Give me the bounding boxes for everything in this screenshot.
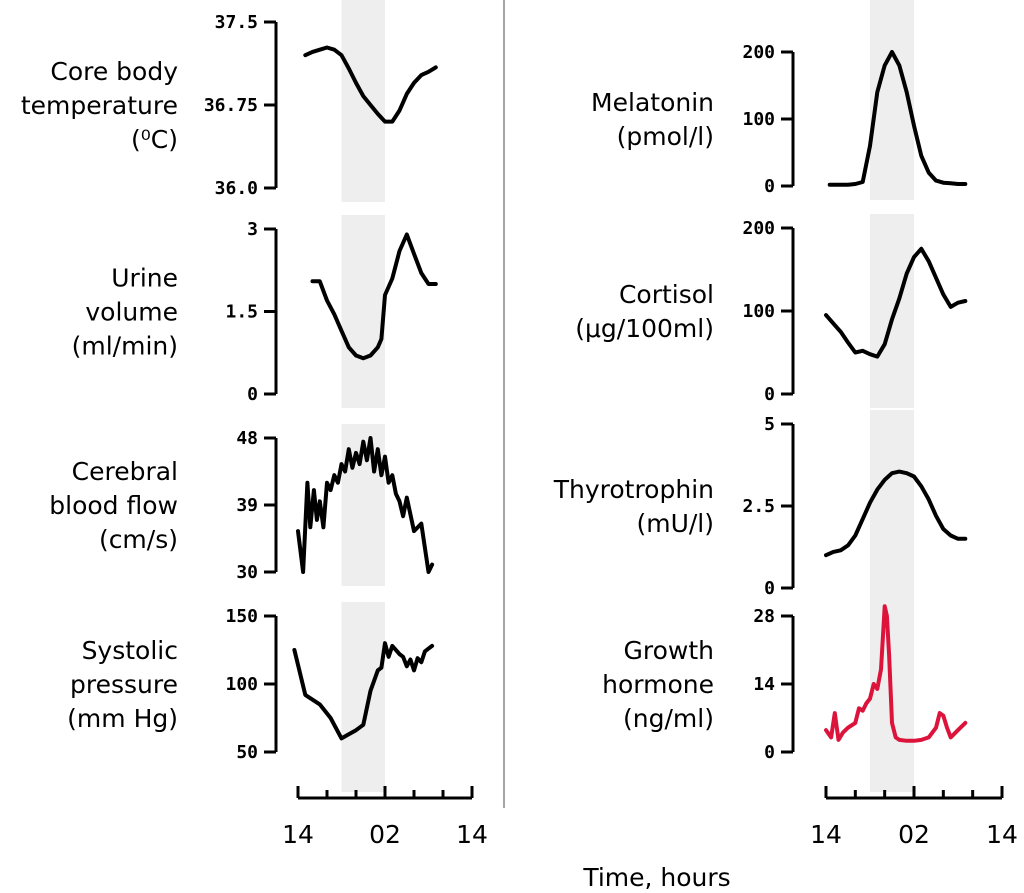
- x-tick-label: 14: [282, 820, 314, 849]
- y-tick-label: 100: [225, 674, 258, 695]
- panel-label-line: Core body: [50, 57, 178, 86]
- y-tick-label: 2.5: [742, 496, 775, 517]
- series-line: [824, 246, 968, 359]
- y-tick-label: 37.5: [215, 12, 258, 33]
- panel-label-line: Cerebral: [72, 457, 178, 486]
- x-tick-label: 14: [810, 820, 842, 849]
- panel-left-1: 3 1.5 0 Urine volume (ml/min): [72, 215, 438, 408]
- series-line: [292, 641, 435, 741]
- x-tick-label: 02: [898, 820, 930, 849]
- panel-label-line: Systolic: [82, 636, 178, 665]
- series-line: [296, 436, 435, 574]
- y-tick-label: 50: [236, 742, 258, 763]
- y-tick-label: 200: [742, 42, 775, 63]
- panel-label-line: Growth: [624, 636, 715, 665]
- panel-left-3: 150 100 50 Systolic pressure (mm Hg): [67, 602, 435, 792]
- y-tick-label: 36.0: [215, 178, 258, 199]
- night-shading: [341, 0, 385, 202]
- y-tick-label: 100: [742, 301, 775, 322]
- night-shading: [341, 215, 385, 408]
- y-tick-label: 30: [236, 562, 258, 583]
- panel-label-line: blood flow: [49, 491, 178, 520]
- panel-right-3: 28 14 0 Growth hormone (ng/ml): [602, 602, 968, 792]
- panel-label-line: Cortisol: [619, 280, 714, 309]
- y-tick-label: 100: [742, 109, 775, 130]
- x-tick-label: 14: [986, 820, 1018, 849]
- panel-label-line: Urine: [111, 264, 178, 293]
- time-axis-left: 14 02 14: [282, 786, 488, 849]
- y-tick-label: 28: [753, 606, 775, 627]
- x-axis-label: Time, hours: [582, 863, 730, 892]
- panel-label-line: Thyrotrophin: [553, 475, 714, 504]
- y-tick-label: 39: [236, 495, 258, 516]
- y-tick-label: 150: [225, 606, 258, 627]
- night-shading: [870, 410, 914, 602]
- series-line: [827, 50, 968, 187]
- panel-label-line: volume: [85, 298, 178, 327]
- series-line: [303, 45, 438, 124]
- panel-label-line: (mm Hg): [67, 704, 178, 733]
- series-line: [310, 232, 438, 361]
- panel-label-line: (ng/ml): [623, 704, 714, 733]
- y-tick-label: 48: [236, 428, 258, 449]
- night-shading: [870, 214, 914, 408]
- y-tick-label: 14: [753, 674, 775, 695]
- panel-label-line: (cm/s): [99, 525, 178, 554]
- panel-label-line: (mU/l): [636, 509, 714, 538]
- time-axis-right: 14 02 14: [810, 786, 1018, 849]
- panel-left-0: 37.5 36.75 36.0 Core body temperature (⁰C): [21, 0, 438, 202]
- y-tick-label: 1.5: [225, 302, 258, 323]
- panel-label-line: (μg/100ml): [575, 314, 714, 343]
- panel-label-line: (ml/min): [72, 332, 178, 361]
- y-tick-label: 36.75: [204, 95, 258, 116]
- panel-label-line: (⁰C): [131, 125, 178, 154]
- y-tick-label: 0: [764, 384, 775, 405]
- panel-right-0: 200 100 0 Melatonin (pmol/l): [591, 0, 968, 200]
- panel-label-line: hormone: [602, 670, 714, 699]
- y-tick-label: 0: [764, 578, 775, 599]
- night-shading: [341, 602, 385, 792]
- panel-label-line: Melatonin: [591, 88, 714, 117]
- y-tick-label: 0: [247, 384, 258, 405]
- y-tick-label: 3: [247, 219, 258, 240]
- panel-right-2: 5 2.5 0 Thyrotrophin (mU/l): [553, 410, 968, 602]
- y-tick-label: 0: [764, 176, 775, 197]
- y-tick-label: 5: [764, 414, 775, 435]
- panel-label-line: temperature: [21, 91, 178, 120]
- series-line: [824, 604, 968, 743]
- panel-left-2: 48 39 30 Cerebral blood flow (cm/s): [49, 424, 435, 586]
- y-tick-label: 0: [764, 742, 775, 763]
- panel-label-line: pressure: [70, 670, 178, 699]
- panel-right-1: 200 100 0 Cortisol (μg/100ml): [575, 214, 968, 408]
- x-tick-label: 14: [456, 820, 488, 849]
- panel-label-line: (pmol/l): [617, 122, 714, 151]
- y-tick-label: 200: [742, 218, 775, 239]
- x-tick-label: 02: [369, 820, 401, 849]
- series-line: [824, 469, 968, 558]
